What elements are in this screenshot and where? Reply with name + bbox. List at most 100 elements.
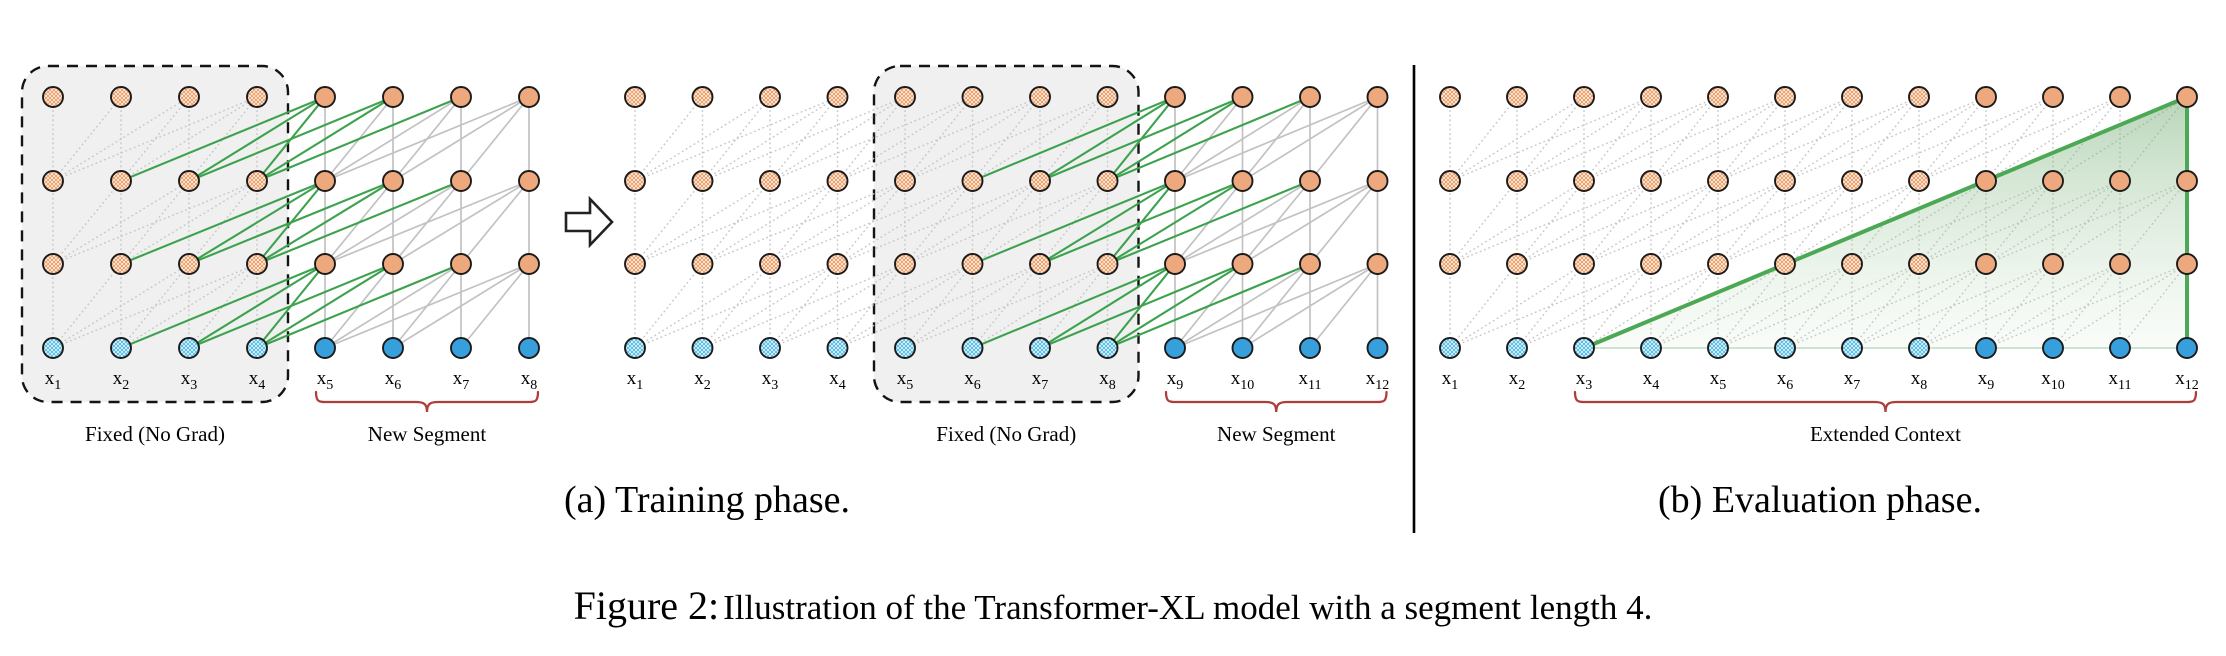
- token-node: [518, 337, 540, 359]
- dotted-attention-edge: [904, 96, 1041, 182]
- dotted-attention-edge: [1650, 180, 1719, 265]
- dotted-attention-edge: [1516, 263, 1585, 349]
- token-node: [624, 337, 646, 359]
- dotted-attention-edge: [1516, 263, 1652, 349]
- hidden-state-node: [1573, 86, 1595, 108]
- solid-attention-edge: [324, 263, 462, 349]
- token-node: [1506, 337, 1528, 359]
- hidden-state-node: [894, 86, 916, 108]
- solid-attention-edge: [1174, 180, 1311, 265]
- hidden-state-node: [450, 253, 472, 275]
- token-node: [110, 337, 132, 359]
- hidden-state-node: [246, 170, 268, 192]
- dotted-attention-edge: [1449, 96, 1585, 182]
- hidden-state-node: [1841, 86, 1863, 108]
- green-attention-edge: [188, 263, 326, 349]
- dotted-attention-edge: [702, 263, 838, 349]
- token-label: x4: [1643, 368, 1660, 393]
- fixed-box-label: Fixed (No Grad): [936, 422, 1076, 446]
- token-label: x12: [1366, 368, 1390, 393]
- token-node: [314, 337, 336, 359]
- hidden-state-node: [1366, 253, 1389, 275]
- hidden-state-node: [42, 170, 64, 192]
- green-attention-edge: [256, 96, 394, 182]
- subcaption-evaluation-phase: (b) Evaluation phase.: [1658, 479, 1982, 521]
- dotted-attention-edge: [769, 263, 839, 349]
- token-node: [1640, 337, 1662, 359]
- green-attention-edge: [120, 96, 326, 182]
- token-node: [759, 337, 781, 359]
- dotted-attention-edge: [1650, 96, 1719, 182]
- hidden-state-node: [518, 253, 540, 275]
- token-label: x3: [1576, 368, 1593, 393]
- green-attention-edge: [1107, 263, 1311, 349]
- token-label: x7: [453, 368, 470, 393]
- hidden-state-node: [759, 170, 781, 192]
- green-attention-edge: [972, 96, 1176, 182]
- dotted-attention-edge: [1784, 96, 1987, 182]
- hidden-state-node: [518, 86, 540, 108]
- green-attention-edge: [972, 180, 1176, 265]
- dotted-attention-edge: [837, 263, 973, 349]
- green-attention-edge: [1106, 180, 1244, 265]
- hidden-state-node: [624, 170, 646, 192]
- token-label: x9: [1167, 368, 1184, 393]
- hidden-state-node: [1096, 170, 1119, 192]
- token-label: x3: [181, 368, 198, 393]
- token-node: [382, 337, 404, 359]
- extended-context-brace: [1573, 390, 2198, 413]
- hidden-state-node: [246, 253, 268, 275]
- solid-attention-edge: [1242, 263, 1378, 349]
- dotted-attention-edge: [702, 96, 838, 182]
- hidden-state-node: [1707, 170, 1729, 192]
- hidden-state-node: [1164, 170, 1186, 192]
- hidden-state-node: [1439, 170, 1461, 192]
- next-segment-arrow-icon: [564, 195, 614, 249]
- hidden-state-node: [1841, 170, 1863, 192]
- hidden-state-node: [1366, 170, 1389, 192]
- green-attention-edge: [188, 180, 394, 265]
- hidden-state-node: [894, 170, 916, 192]
- dotted-attention-edge: [701, 96, 771, 182]
- fixed-no-grad-box: [872, 64, 1140, 404]
- hidden-state-node: [1573, 253, 1595, 275]
- green-attention-edge: [256, 263, 462, 349]
- hidden-state-node: [1908, 86, 1930, 108]
- hidden-state-node: [1096, 86, 1119, 108]
- hidden-state-node: [759, 253, 781, 275]
- dotted-attention-edge: [1449, 180, 1518, 265]
- green-attention-edge: [256, 96, 462, 182]
- hidden-state-node: [1029, 170, 1051, 192]
- hidden-state-node: [1774, 170, 1796, 192]
- dotted-attention-edge: [120, 180, 258, 265]
- dotted-attention-edge: [1650, 96, 1853, 182]
- hidden-state-node: [826, 253, 849, 275]
- dotted-attention-edge: [634, 263, 704, 349]
- dotted-attention-edge: [634, 96, 771, 182]
- green-attention-edge: [1039, 263, 1176, 349]
- green-edges: [972, 96, 1311, 349]
- hidden-state-node: [624, 86, 646, 108]
- token-node: [1164, 337, 1186, 359]
- hidden-state-node: [1640, 253, 1662, 275]
- dotted-attention-edge: [634, 96, 704, 182]
- dotted-attention-edge: [1449, 263, 1518, 349]
- token-label: x2: [113, 368, 130, 393]
- solid-attention-edge: [1242, 180, 1378, 265]
- token-node: [1774, 337, 1796, 359]
- hidden-state-node: [826, 170, 849, 192]
- dotted-attention-edge: [1516, 180, 1585, 265]
- token-node: [42, 337, 64, 359]
- hidden-state-node: [2176, 253, 2198, 275]
- token-label: x4: [249, 368, 266, 393]
- dotted-attention-edge: [120, 96, 258, 182]
- hidden-state-node: [1439, 253, 1461, 275]
- token-node: [2176, 337, 2198, 359]
- solid-attention-edge: [1174, 263, 1378, 349]
- dotted-attention-edge: [1516, 180, 1652, 265]
- hidden-state-node: [1506, 253, 1528, 275]
- solid-attention-edge: [324, 96, 530, 182]
- hidden-state-node: [2109, 170, 2131, 192]
- dotted-attention-edge: [634, 96, 838, 182]
- dotted-attention-edge: [120, 263, 258, 349]
